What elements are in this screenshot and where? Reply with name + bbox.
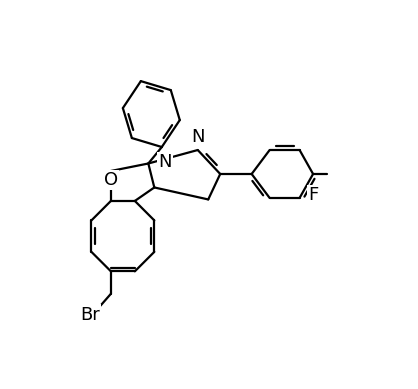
Text: Br: Br <box>80 306 100 324</box>
Text: O: O <box>104 171 118 189</box>
Text: N: N <box>191 128 204 145</box>
Text: F: F <box>308 186 318 204</box>
Text: N: N <box>158 153 171 171</box>
